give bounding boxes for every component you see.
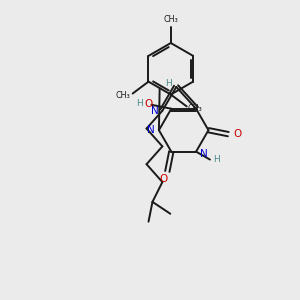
Text: CH₃: CH₃ xyxy=(187,104,202,113)
Text: CH₃: CH₃ xyxy=(116,91,130,100)
Text: H: H xyxy=(136,99,143,108)
Text: N: N xyxy=(147,125,155,135)
Text: O: O xyxy=(159,174,167,184)
Text: O: O xyxy=(233,129,241,139)
Text: N: N xyxy=(200,148,208,159)
Text: CH₃: CH₃ xyxy=(164,15,178,24)
Text: O: O xyxy=(144,99,153,109)
Text: H: H xyxy=(165,80,172,88)
Text: N: N xyxy=(151,106,158,116)
Text: H: H xyxy=(214,155,220,164)
